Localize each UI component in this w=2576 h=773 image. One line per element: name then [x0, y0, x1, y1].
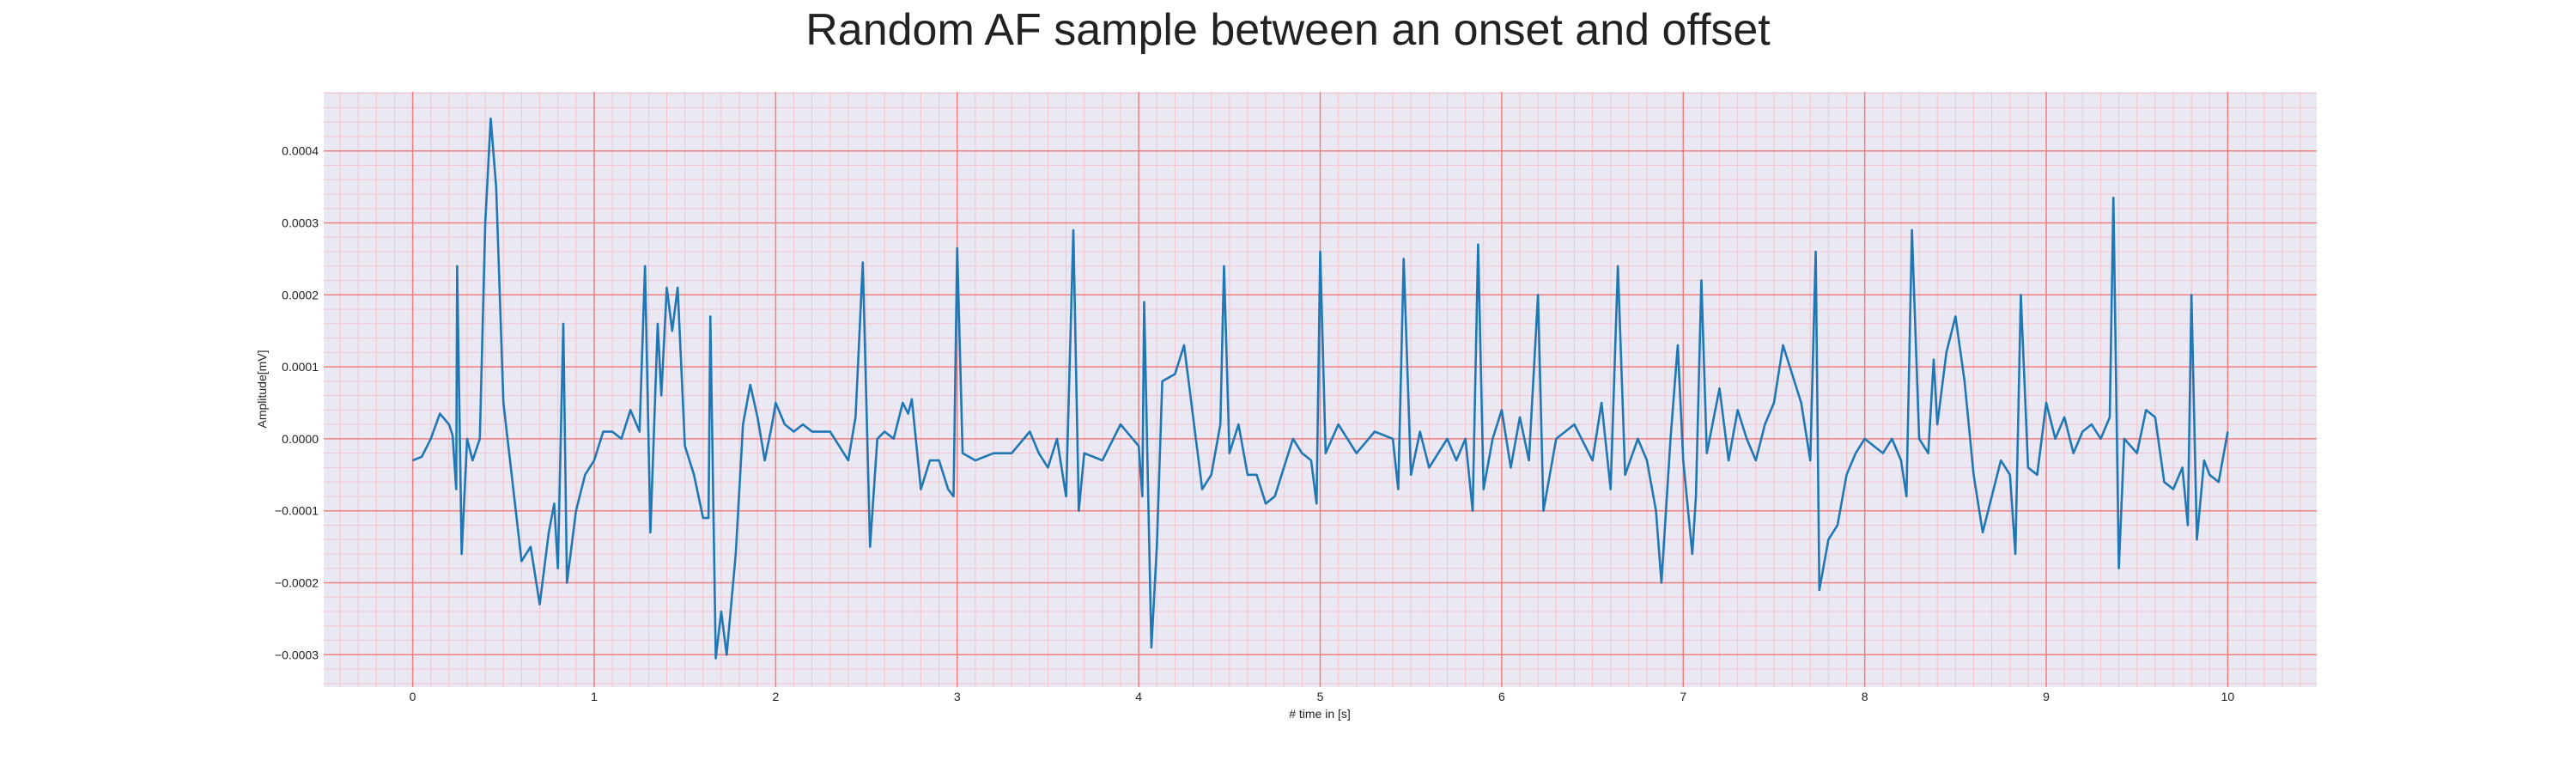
grid [324, 92, 2317, 687]
x-tick-label: 3 [954, 690, 961, 703]
y-tick-label: 0.0000 [282, 432, 319, 446]
x-tick-label: 7 [1680, 690, 1686, 703]
x-tick-label: 9 [2043, 690, 2050, 703]
y-tick-label: −0.0003 [275, 648, 319, 661]
x-axis-label: # time in [s] [1289, 707, 1351, 721]
y-axis-label: Amplitude[mV] [255, 350, 269, 428]
x-tick-label: 6 [1498, 690, 1505, 703]
signal-line [412, 117, 2229, 660]
y-tick-label: 0.0004 [282, 144, 319, 158]
chart-title: Random AF sample between an onset and of… [805, 5, 1771, 55]
x-tick-label: 10 [2221, 690, 2235, 703]
x-tick-label: 1 [591, 690, 598, 703]
y-tick-label: 0.0001 [282, 360, 319, 374]
y-tick-label: −0.0001 [275, 504, 319, 518]
x-tick-label: 4 [1135, 690, 1142, 703]
y-tick-label: 0.0002 [282, 288, 319, 301]
x-tick-label: 0 [410, 690, 416, 703]
y-tick-label: −0.0002 [275, 575, 319, 589]
y-tick-label: 0.0003 [282, 216, 319, 230]
x-tick-label: 5 [1317, 690, 1324, 703]
x-tick-label: 8 [1862, 690, 1868, 703]
x-tick-label: 2 [772, 690, 779, 703]
